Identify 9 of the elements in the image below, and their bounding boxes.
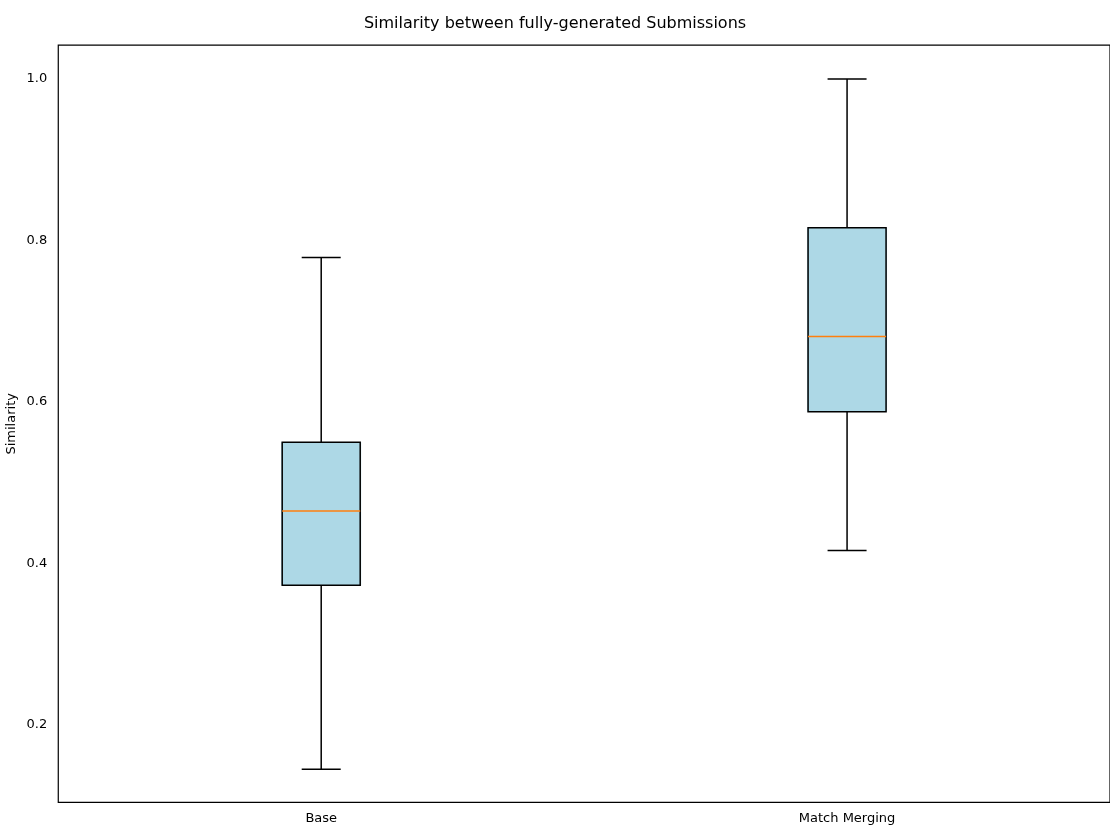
y-tick-label: 1.0 xyxy=(26,70,48,86)
y-tick-label: 0.6 xyxy=(26,393,48,409)
y-tick-label: 0.2 xyxy=(26,716,48,732)
x-tick-label: Match Merging xyxy=(798,809,896,825)
y-tick-label: 0.8 xyxy=(26,231,48,247)
y-axis-title: Similarity xyxy=(3,392,19,455)
chart-title: Similarity between fully-generated Submissions xyxy=(363,12,747,32)
x-tick-label: Base xyxy=(305,809,338,825)
y-tick-label: 0.4 xyxy=(26,554,48,570)
